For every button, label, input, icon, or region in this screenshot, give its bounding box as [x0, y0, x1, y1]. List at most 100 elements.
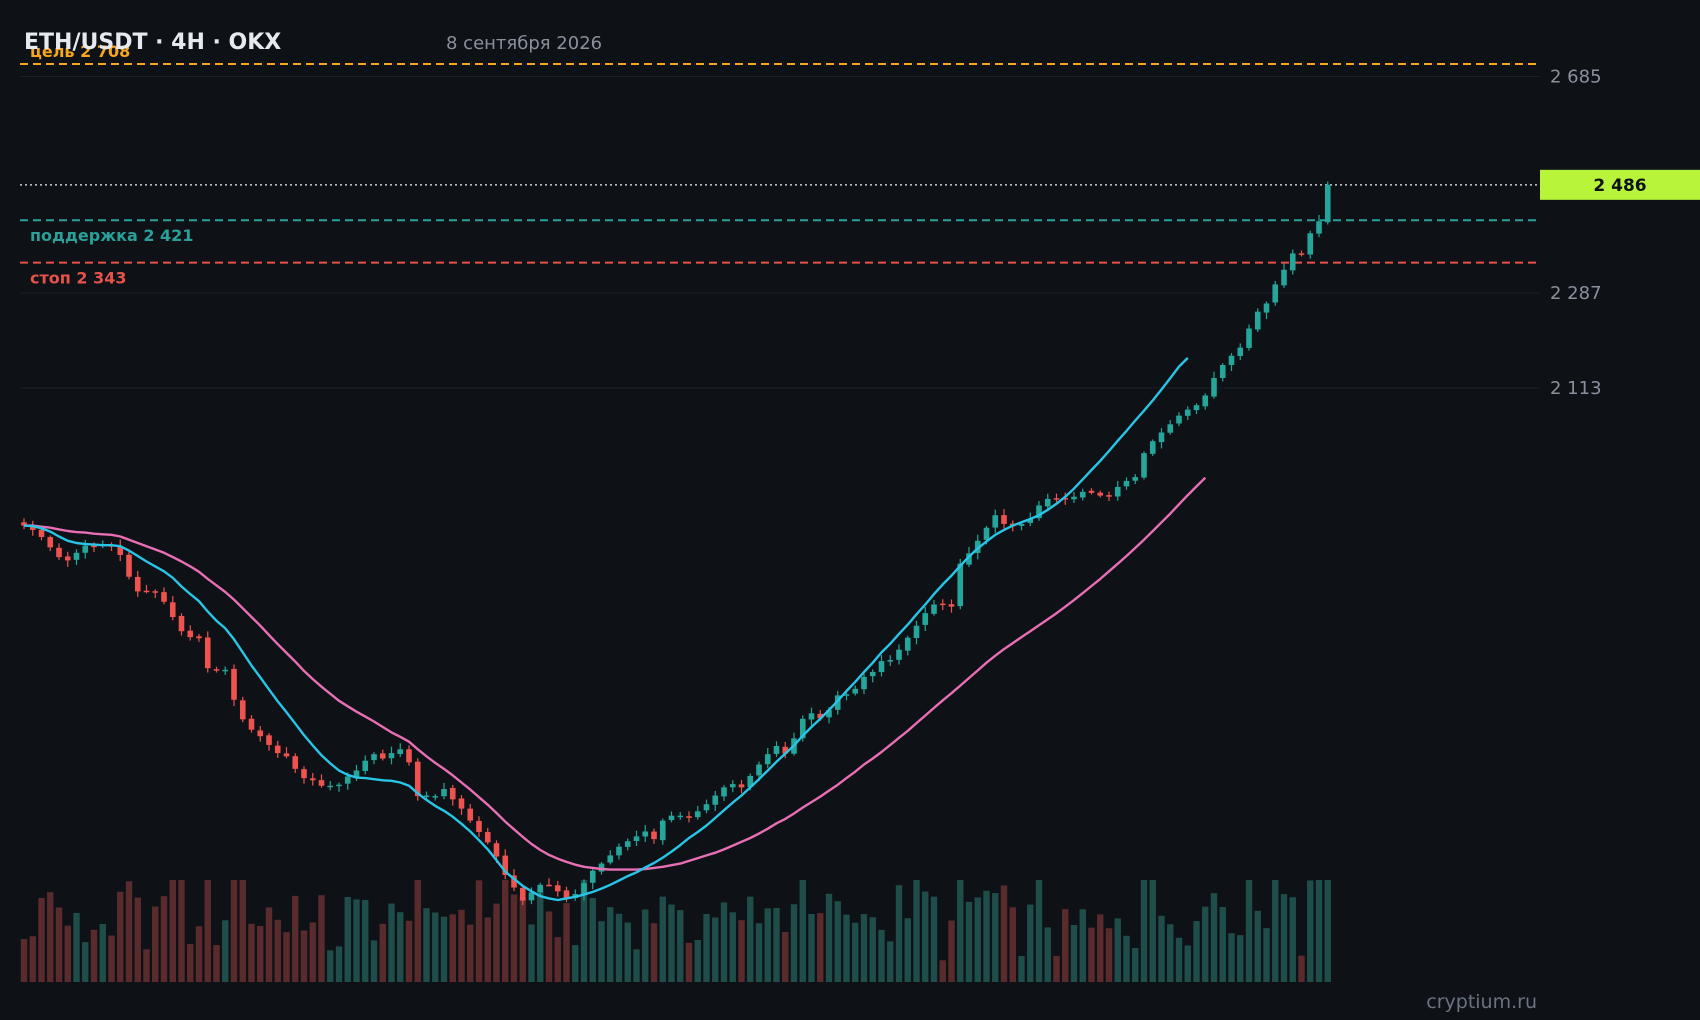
volume-bar: [239, 880, 246, 982]
ema50-label: EMA50: [1274, 0, 1332, 4]
volume-bar: [353, 899, 360, 982]
candle-body: [887, 660, 894, 662]
candle-body: [913, 625, 920, 639]
chart-date: 8 сентября 2026: [446, 33, 602, 54]
volume-bar: [992, 893, 999, 982]
candle-body: [826, 710, 832, 718]
volume-bar: [152, 906, 159, 982]
candle-body: [266, 735, 272, 745]
candle-body: [91, 545, 97, 548]
candle-body: [187, 630, 194, 638]
candle-body: [878, 661, 885, 673]
volume-bar: [589, 897, 596, 982]
volume-bar: [834, 901, 841, 982]
volume-bar: [703, 914, 710, 982]
y-tick-label: 2 685: [1550, 67, 1602, 88]
candle-body: [467, 808, 474, 821]
volume-bar: [1228, 933, 1235, 982]
volume-bar: [755, 923, 763, 982]
candle-body: [1219, 364, 1226, 378]
volume-bar: [117, 891, 124, 982]
volume-bar: [327, 950, 334, 982]
ema20-line: [23, 357, 1189, 902]
volume-bar: [799, 880, 806, 982]
volume-bar: [1307, 880, 1314, 982]
volume-bar: [1324, 880, 1331, 982]
volume-bar: [983, 890, 990, 982]
candle-body: [1079, 491, 1086, 498]
candle-body: [528, 892, 535, 901]
volume-bar: [344, 896, 351, 982]
volume-bar: [467, 924, 474, 982]
volume-bar: [519, 897, 526, 982]
volume-bar: [405, 920, 413, 982]
candle-body: [1149, 441, 1156, 454]
volume-bar: [397, 912, 404, 982]
candle-body: [546, 884, 552, 887]
candle-body: [1307, 233, 1314, 255]
volume-bar: [20, 938, 28, 982]
candle-body: [414, 761, 421, 797]
volume-bar: [895, 885, 903, 982]
volume-bar: [887, 941, 894, 982]
candle-body: [624, 841, 631, 847]
candle-body: [1263, 303, 1270, 313]
volume-bar: [1298, 955, 1305, 982]
volume-bar: [1044, 927, 1051, 982]
candle-body: [1088, 490, 1095, 493]
volume-bar: [213, 945, 220, 982]
candle-body: [64, 556, 71, 561]
chart-title: ETH/USDT · 4H · OKX: [24, 30, 281, 55]
volume-bar: [563, 903, 570, 982]
candle-body: [318, 780, 325, 786]
volume-bar: [939, 960, 946, 982]
candle-body: [484, 832, 491, 843]
volume-bar: [904, 918, 911, 982]
candle-body: [1036, 505, 1042, 519]
candle-body: [248, 718, 255, 730]
candle-body: [397, 749, 404, 754]
volume-bar: [1280, 894, 1288, 982]
volume-bar: [178, 880, 185, 982]
candle-body: [1237, 347, 1244, 357]
ema50-line: [24, 476, 1207, 871]
candle-body: [537, 884, 544, 893]
volume-bar: [1070, 925, 1078, 982]
candle-body: [1158, 432, 1165, 443]
volume-bar: [125, 881, 133, 982]
volume-bar: [545, 911, 553, 982]
candle-body: [379, 753, 386, 759]
candle-body: [1132, 477, 1139, 481]
candle-body: [992, 515, 999, 528]
candle-body: [1176, 415, 1182, 424]
candle-body: [213, 669, 220, 671]
candle-body: [607, 855, 614, 863]
volume-bar: [82, 942, 89, 982]
volume-bar: [248, 923, 255, 982]
candle-body: [21, 522, 27, 526]
volume-bar: [195, 926, 203, 982]
candle-body: [983, 527, 990, 540]
candle-body: [344, 776, 351, 784]
candle-body: [152, 591, 159, 593]
candle-body: [423, 795, 430, 798]
candle-body: [519, 887, 526, 901]
candle-body: [712, 795, 719, 805]
target-level-label: цель 2 708: [30, 42, 130, 61]
y-tick-label: 2 113: [1550, 378, 1602, 399]
volume-bar: [554, 937, 561, 982]
candle-body: [371, 754, 377, 761]
volume-bar: [274, 919, 281, 982]
volume-bar: [1289, 897, 1296, 982]
candle-body: [948, 604, 955, 607]
volume-bar: [825, 893, 833, 982]
candle-body: [309, 778, 316, 781]
volume-bar: [537, 889, 544, 982]
candle-body: [773, 746, 780, 754]
candle-body: [449, 787, 456, 800]
volume-bar: [1184, 945, 1191, 982]
candle-body: [406, 749, 412, 763]
volume-bar: [204, 880, 211, 982]
